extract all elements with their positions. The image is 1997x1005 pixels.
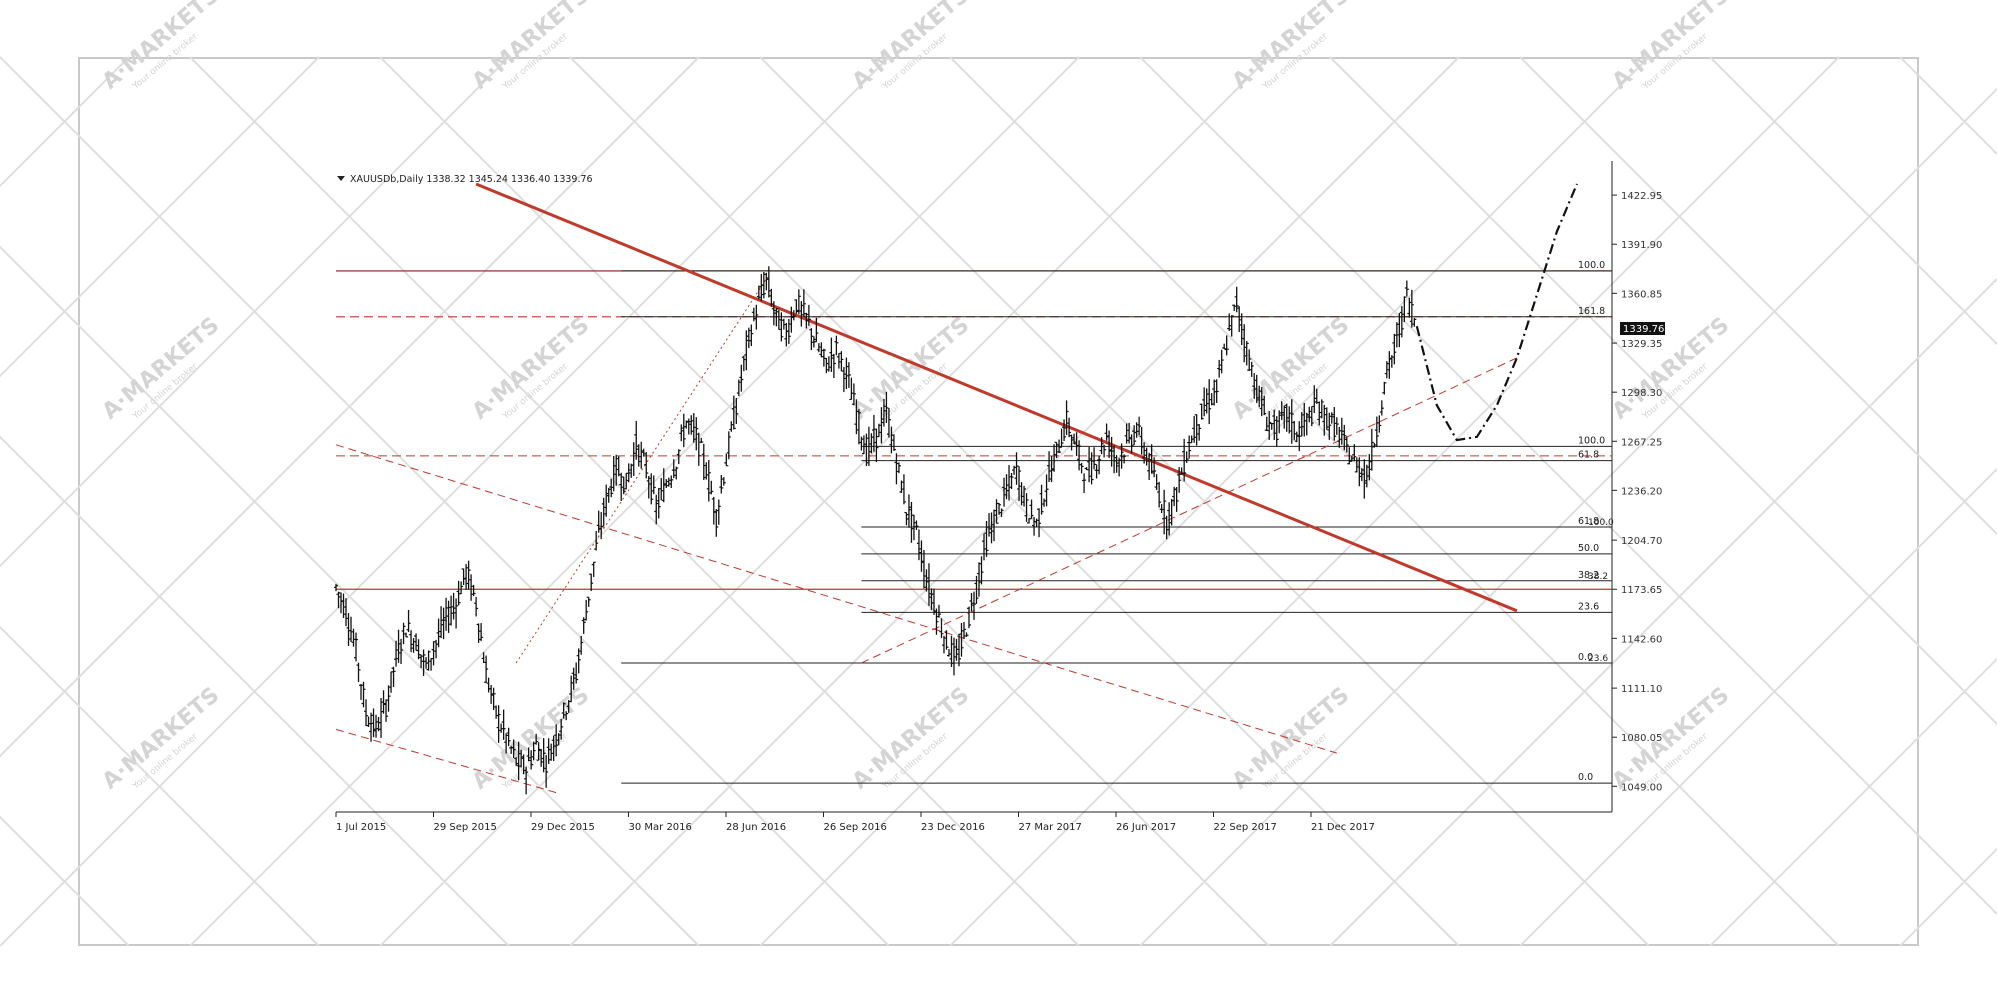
trendline-main-downtrend	[475, 182, 1518, 613]
watermark-grid-line	[1709, 56, 1997, 346]
current-price-box	[1620, 322, 1665, 335]
watermark-text: A·MARKETS	[848, 313, 975, 425]
watermark-grid-line	[1139, 56, 1997, 916]
x-tick-label: 29 Sep 2015	[434, 822, 497, 833]
trendline-channel-upper	[335, 444, 1337, 754]
x-tick-label: 27 Mar 2017	[1019, 822, 1082, 833]
fib-label: 61.8	[1578, 516, 1599, 527]
watermark-grid-line	[379, 56, 1270, 947]
fib-label: 23.6	[1578, 601, 1599, 612]
x-tick-label: 1 Jul 2015	[336, 822, 386, 833]
x-tick-label: 23 Dec 2016	[921, 822, 985, 833]
fib-label: 0.0	[1578, 772, 1593, 783]
watermark-grid-line	[0, 56, 890, 947]
current-price-label: 1339.76	[1623, 324, 1664, 335]
fib-label: 100.0	[1578, 260, 1605, 271]
watermark-text: A·MARKETS	[468, 0, 595, 95]
fib-side-label: 23.6	[1588, 654, 1608, 664]
candles	[334, 266, 1417, 795]
y-tick-label: 1267.25	[1621, 437, 1662, 448]
y-tick-label: 1391.90	[1621, 240, 1662, 251]
fib-label: 0.0	[1578, 652, 1593, 663]
projection-curve	[1415, 183, 1578, 442]
watermark-text: A·MARKETS	[1228, 0, 1355, 95]
watermark-grid-line	[759, 56, 1650, 947]
fib-label: 38.2	[1578, 570, 1599, 581]
watermark-grid-line	[189, 56, 1080, 947]
trendlines	[335, 182, 1518, 794]
watermark-grid-line	[1139, 87, 1997, 947]
watermark-grid-line	[569, 56, 1460, 947]
fib-side-label: 38.2	[1588, 572, 1608, 582]
y-tick-label: 1236.20	[1621, 486, 1662, 497]
x-tick-label: 26 Jun 2017	[1116, 822, 1176, 833]
y-tick-label: 1142.60	[1621, 634, 1662, 645]
watermark-grid-line	[0, 245, 700, 947]
x-tick-label: 29 Dec 2015	[531, 822, 595, 833]
watermark-text: A·MARKETS	[848, 0, 975, 95]
y-tick-label: 1111.10	[1621, 684, 1662, 695]
watermark-grid-line	[1709, 657, 1997, 947]
fib-label: 100.0	[1578, 435, 1605, 446]
trendline-dotted-rise	[515, 278, 767, 664]
trendline-uptrend-support	[861, 357, 1518, 664]
watermark-grid-line	[1899, 56, 1997, 156]
y-tick-label: 1049.00	[1621, 782, 1662, 793]
fib-label: 50.0	[1578, 543, 1599, 554]
watermark-grid-line	[1899, 847, 1997, 947]
y-tick-label: 1422.95	[1621, 191, 1662, 202]
watermark-grid-line	[0, 56, 700, 758]
watermark-grid-line	[0, 56, 510, 568]
projection	[1415, 183, 1578, 442]
x-tick-label: 28 Jun 2016	[726, 822, 786, 833]
y-tick-label: 1298.30	[1621, 388, 1662, 399]
x-tick-label: 30 Mar 2016	[629, 822, 692, 833]
fib-side-label: 100.0	[1588, 518, 1614, 528]
x-tick-label: 22 Sep 2017	[1214, 822, 1277, 833]
watermark-grid-line	[949, 56, 1840, 947]
watermark-grid-line	[1329, 277, 1997, 947]
labels: XAUUSDb,Daily 1338.32 1345.24 1336.40 13…	[337, 174, 1665, 335]
symbol-header: XAUUSDb,Daily 1338.32 1345.24 1336.40 13…	[350, 174, 593, 185]
y-tick-label: 1329.35	[1621, 339, 1662, 350]
menu-triangle-icon[interactable]	[337, 176, 345, 181]
watermark-text: A·MARKETS	[98, 683, 225, 795]
price-levels: 100.0161.8100.061.861.850.038.223.60.00.…	[336, 260, 1614, 784]
watermark-grid-line	[1519, 56, 1997, 536]
y-tick-label: 1360.85	[1621, 289, 1662, 300]
y-tick-label: 1204.70	[1621, 536, 1662, 547]
axes: 1422.95 1391.90 1360.85 1329.35 1298.30 1267.…	[335, 161, 1662, 833]
watermark-text: A·MARKETS	[468, 313, 595, 425]
watermark-grid-line	[1519, 467, 1997, 947]
watermark-text: A·MARKETS	[98, 0, 225, 95]
fib-label: 61.8	[1578, 450, 1599, 461]
y-tick-label: 1080.05	[1621, 733, 1662, 744]
watermark-grid-line	[0, 625, 320, 947]
y-tick-label: 1173.65	[1621, 585, 1662, 596]
fib-label: 161.8	[1578, 306, 1605, 317]
x-tick-label: 21 Dec 2017	[1311, 822, 1375, 833]
x-tick-label: 26 Sep 2016	[824, 822, 887, 833]
watermark-text: A·MARKETS	[1228, 313, 1355, 425]
watermark-grid-line	[0, 56, 320, 378]
watermark-text: A·MARKETS	[1608, 0, 1735, 95]
